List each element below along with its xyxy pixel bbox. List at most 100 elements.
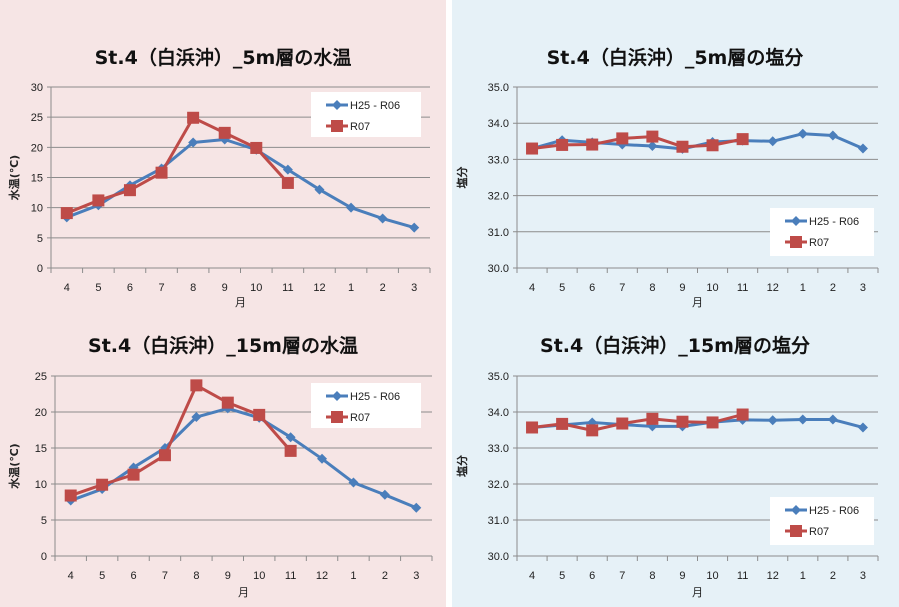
y-tick-label: 35.0 [488, 82, 509, 94]
diamond-marker [332, 100, 342, 110]
x-tick-label: 6 [130, 570, 136, 582]
diamond-marker [332, 391, 342, 401]
square-marker [281, 176, 294, 189]
y-tick-label: 15 [31, 173, 43, 185]
x-tick-label: 9 [222, 282, 228, 294]
y-tick-label: 5 [37, 233, 43, 245]
x-tick-label: 1 [348, 282, 354, 294]
diamond-marker [791, 216, 801, 226]
y-tick-label: 10 [35, 479, 47, 491]
square-marker [190, 379, 203, 392]
y-tick-label: 31.0 [488, 515, 509, 527]
legend-label: R07 [809, 526, 829, 538]
y-tick-label: 15 [35, 443, 47, 455]
square-marker [250, 141, 263, 154]
diamond-marker [317, 453, 328, 464]
x-tick-label: 8 [193, 570, 199, 582]
legend-label: H25 - R06 [350, 391, 400, 403]
diamond-marker [409, 222, 420, 233]
legend-box [770, 208, 874, 256]
square-marker [187, 111, 200, 124]
square-marker [284, 444, 297, 457]
square-marker [556, 138, 569, 151]
x-axis-label: 月 [692, 296, 703, 309]
diamond-marker [767, 136, 778, 147]
x-tick-label: 6 [589, 282, 595, 294]
y-tick-label: 25 [35, 371, 47, 383]
chart-title: St.4（白浜沖）_15m層の塩分 [540, 334, 810, 357]
legend: H25 - R06 R07 [311, 383, 421, 428]
diamond-marker [827, 130, 838, 141]
chart-title: St.4（白浜沖）_15m層の水温 [88, 334, 358, 357]
diamond-marker [797, 128, 808, 139]
y-axis-label: 塩分 [455, 455, 469, 477]
square-marker [64, 489, 77, 502]
diamond-marker [191, 412, 202, 423]
legend-label: H25 - R06 [809, 216, 859, 228]
chart-4: St.4（白浜沖）_15m層の塩分 30.0 31.0 32.0 33.0 34.0 35.… [455, 334, 879, 599]
square-marker [676, 415, 689, 428]
square-marker [736, 133, 749, 146]
x-tick-label: 6 [589, 570, 595, 582]
x-tick-label: 6 [127, 282, 133, 294]
chart-title: St.4（白浜沖）_5m層の水温 [95, 46, 352, 69]
x-tick-label: 4 [64, 282, 70, 294]
x-tick-label: 5 [559, 570, 565, 582]
diamond-marker [348, 477, 359, 488]
legend-label: H25 - R06 [809, 505, 859, 517]
y-tick-label: 0 [37, 263, 43, 275]
diamond-marker [346, 202, 357, 213]
x-tick-label: 2 [382, 570, 388, 582]
chart-title: St.4（白浜沖）_5m層の塩分 [547, 46, 804, 69]
x-tick-label: 12 [767, 570, 779, 582]
y-axis-label: 水温(℃) [7, 443, 21, 488]
y-tick-label: 10 [31, 203, 43, 215]
chart-2: St.4（白浜沖）_5m層の塩分 30.0 31.0 32.0 33.0 34.0 35.0… [455, 46, 879, 309]
x-tick-label: 8 [649, 570, 655, 582]
legend-box [770, 497, 874, 545]
square-marker [706, 139, 719, 152]
square-marker [646, 130, 659, 143]
x-tick-label: 10 [706, 282, 718, 294]
square-marker [616, 132, 629, 145]
x-tick-label: 9 [225, 570, 231, 582]
y-tick-label: 5 [41, 515, 47, 527]
x-tick-label: 12 [313, 282, 325, 294]
y-tick-label: 32.0 [488, 191, 509, 203]
x-tick-label: 11 [285, 570, 296, 582]
square-marker [706, 416, 719, 429]
diamond-marker [379, 489, 390, 500]
x-tick-label: 10 [706, 570, 718, 582]
square-marker [586, 138, 599, 151]
square-marker [790, 236, 802, 248]
diamond-marker [647, 141, 658, 152]
square-marker [526, 421, 539, 434]
y-axis-label: 水温(℃) [7, 155, 21, 200]
x-tick-label: 3 [411, 282, 417, 294]
y-tick-label: 35.0 [488, 371, 509, 383]
x-tick-label: 2 [380, 282, 386, 294]
x-tick-label: 1 [800, 570, 806, 582]
x-tick-label: 9 [679, 570, 685, 582]
series-line-h25-r06 [66, 137, 415, 230]
x-tick-label: 1 [800, 282, 806, 294]
x-tick-label: 7 [162, 570, 168, 582]
diamond-marker [411, 502, 422, 513]
x-tick-label: 7 [158, 282, 164, 294]
legend: H25 - R06 R07 [770, 497, 874, 545]
y-tick-label: 30 [31, 82, 43, 94]
x-tick-label: 8 [190, 282, 196, 294]
diamond-marker [857, 143, 868, 154]
diamond-marker [377, 213, 388, 224]
square-marker [616, 417, 629, 430]
x-tick-label: 4 [68, 570, 74, 582]
square-marker [92, 194, 105, 207]
x-tick-label: 2 [830, 570, 836, 582]
diamond-marker [827, 414, 838, 425]
x-tick-label: 9 [679, 282, 685, 294]
square-marker [123, 184, 136, 197]
diamond-marker [188, 137, 199, 148]
